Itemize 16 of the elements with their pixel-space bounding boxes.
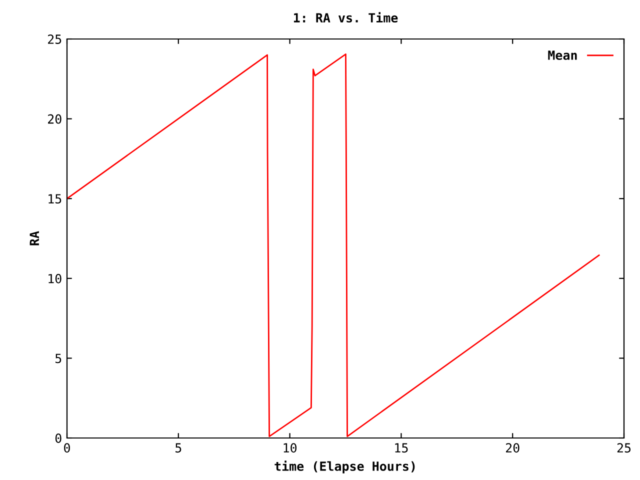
y-tick-label: 0 — [55, 434, 62, 443]
chart-title: 1: RA vs. Time — [294, 12, 398, 23]
y-tick-label: 20 — [48, 114, 62, 124]
x-tick-label: 25 — [617, 443, 631, 453]
y-tick-label: 5 — [55, 354, 62, 364]
x-tick-label: 0 — [64, 443, 70, 453]
y-tick-label: 10 — [48, 274, 62, 284]
legend-label: Mean — [548, 50, 577, 60]
x-tick-label: 20 — [506, 443, 520, 453]
y-tick-label: 25 — [48, 34, 62, 44]
x-tick-label: 10 — [284, 443, 297, 453]
x-tick-label: 15 — [395, 443, 408, 453]
y-axis-title: RA — [30, 231, 39, 246]
x-axis-title: time (Elapse Hours) — [274, 460, 415, 474]
y-tick-label: 15 — [48, 194, 62, 204]
x-tick-label: 5 — [176, 443, 182, 453]
